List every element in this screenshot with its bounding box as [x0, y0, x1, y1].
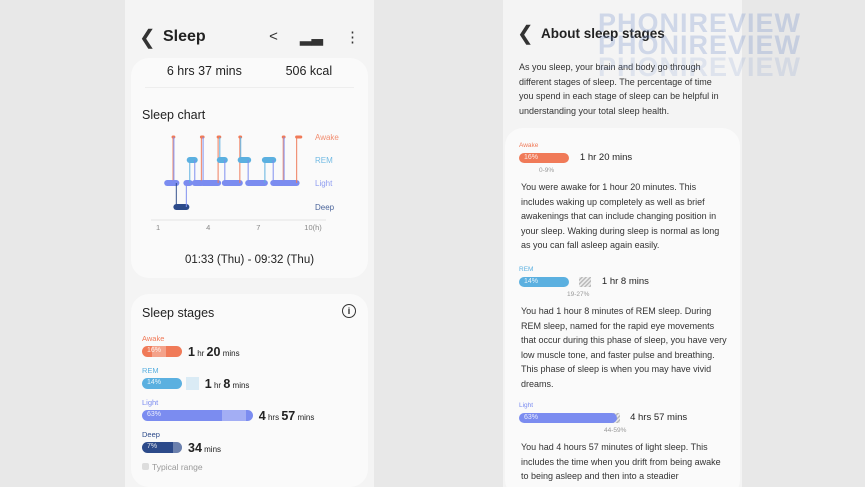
info-icon[interactable]: i	[342, 304, 356, 318]
stage-duration: 34 mins	[188, 440, 222, 455]
calories: 506 kcal	[285, 64, 333, 78]
sleep-chart: Awake REM Light Deep 1 4 7 10(h)	[151, 133, 339, 232]
stage-bar: 14%	[142, 378, 182, 390]
page-title: About sleep stages	[541, 25, 665, 41]
stages-detail-card: Awake 16% 1 hr 20 mins 0-9% You were awa…	[505, 128, 740, 487]
stage-duration: 1 hr 20 mins	[188, 344, 240, 359]
stage-label: Awake	[519, 142, 539, 149]
sleep-stages-title: Sleep stages	[142, 306, 215, 320]
time-range: 01:33 (Thu) - 09:32 (Thu)	[184, 254, 315, 266]
stage-description: You had 1 hour 8 minutes of REM sleep. D…	[521, 306, 727, 389]
more-vertical-icon[interactable]: ⋮	[345, 29, 360, 46]
stage-row-awake: Awake 16% 1 hr 20 mins	[142, 334, 240, 361]
watermark-logo: PHONIREVIEW	[598, 30, 802, 60]
header: ❮ About sleep stages	[503, 18, 742, 48]
sleep-chart-title: Sleep chart	[142, 108, 206, 122]
stage-bar: 16%	[519, 152, 569, 163]
stage-bar: 16%	[142, 346, 182, 358]
y-label-rem: REM	[315, 156, 333, 165]
back-button[interactable]: ❮	[139, 26, 156, 49]
stage-bar: 63%	[142, 410, 253, 422]
summary-card: 6 hrs 37 mins 506 kcal Sleep chart Awake…	[131, 58, 368, 278]
stage-label: Awake	[142, 334, 165, 343]
typical-range-marker	[186, 377, 199, 391]
page-title: Sleep	[163, 28, 206, 45]
x-tick-label: 10(h)	[304, 223, 322, 232]
bar-chart-icon[interactable]: ▂▃	[299, 29, 323, 46]
typical-range: 19-27%	[567, 291, 590, 298]
stage-label: REM	[142, 366, 159, 375]
stage-detail-light: Light 63% 4 hrs 57 mins 44-59% You had 4…	[519, 402, 730, 481]
stage-duration: 4 hrs 57 mins	[258, 408, 315, 423]
stage-row-rem: REM 14% 1 hr 8 mins	[142, 366, 249, 393]
stage-detail-rem: REM 14% 1 hr 8 mins 19-27% You had 1 hou…	[519, 266, 730, 389]
stage-description: You were awake for 1 hour 20 minutes. Th…	[521, 182, 720, 250]
x-tick-label: 7	[256, 223, 260, 232]
back-button[interactable]: ❮	[517, 22, 534, 45]
stage-bar: 7%	[142, 442, 182, 454]
stage-label: Light	[142, 398, 159, 407]
y-label-awake: Awake	[315, 133, 339, 142]
watermark-logo: PHONIREVIEW	[598, 52, 802, 82]
x-tick-label: 4	[206, 223, 210, 232]
sleep-stages-card: Sleep stages i Awake 16% 1 hr 20 mins REM …	[131, 294, 368, 487]
stage-label: Deep	[142, 430, 160, 439]
stage-description: You had 4 hours 57 minutes of light slee…	[521, 442, 721, 481]
typical-range-marker	[579, 276, 592, 287]
typical-range: 44-59%	[604, 427, 627, 434]
share-icon[interactable]: <	[269, 28, 278, 45]
stage-bar: 63%	[519, 412, 618, 423]
stage-row-light: Light 63% 4 hrs 57 mins	[142, 398, 314, 425]
x-tick-label: 1	[156, 223, 160, 232]
stage-duration: 1 hr 8 mins	[204, 376, 250, 391]
y-label-deep: Deep	[315, 203, 335, 212]
stage-label: REM	[519, 266, 534, 273]
stage-duration: 1 hr 8 mins	[601, 276, 649, 288]
header: ❮ Sleep < ▂▃ ⋮	[125, 22, 374, 52]
intro-text: As you sleep, your brain and body go thr…	[519, 62, 719, 116]
typical-range-legend: Typical range	[142, 462, 203, 472]
stage-bar: 14%	[519, 276, 569, 287]
sleep-duration: 6 hrs 37 mins	[166, 64, 242, 78]
typical-range: 0-9%	[539, 167, 555, 174]
stage-detail-awake: Awake 16% 1 hr 20 mins 0-9% You were awa…	[519, 142, 730, 250]
stage-row-deep: Deep 7% 34 mins	[142, 430, 221, 457]
y-label-light: Light	[315, 179, 333, 188]
stage-duration: 1 hr 20 mins	[579, 152, 633, 164]
stage-duration: 4 hrs 57 mins	[630, 412, 688, 424]
sleep-screen: ❮ Sleep < ▂▃ ⋮ 6 hrs 37 mins 506 kcal Sl…	[125, 0, 374, 487]
stage-label: Light	[519, 402, 534, 409]
about-sleep-stages-screen: ❮ About sleep stages As you sleep, your …	[503, 0, 742, 487]
watermark-logo: PHONIREVIEW	[598, 8, 802, 38]
